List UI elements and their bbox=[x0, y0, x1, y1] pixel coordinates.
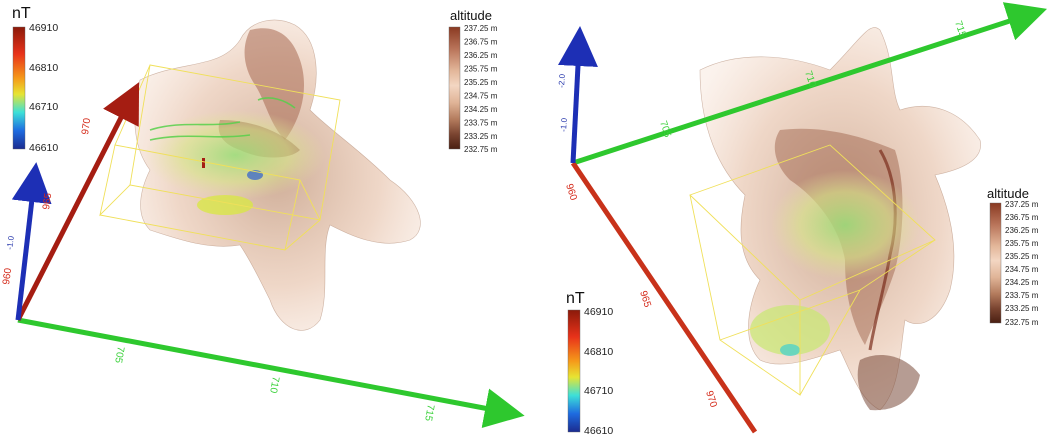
left-anomaly-lower bbox=[197, 195, 253, 215]
left-nt-tick-2: 46710 bbox=[29, 101, 58, 113]
left-alt-tick-7: 233.75 m bbox=[464, 119, 498, 128]
right-alt-tick-2: 236.25 m bbox=[1005, 226, 1039, 235]
right-alt-tick-0: 237.25 m bbox=[1005, 200, 1039, 209]
right-alt-tick-6: 234.25 m bbox=[1005, 278, 1039, 287]
left-blue-tick-1: -1.0 bbox=[5, 235, 16, 250]
right-green-tick-3: 715 bbox=[952, 20, 968, 40]
right-altitude-ticks: 237.25 m 236.75 m 236.25 m 235.75 m 235.… bbox=[1005, 200, 1039, 327]
right-blue-tick-2: -1.0 bbox=[559, 117, 569, 132]
right-nt-title: nT bbox=[566, 290, 585, 307]
left-nt-tick-0: 46910 bbox=[29, 22, 58, 34]
left-red-tick-2: 965 bbox=[41, 192, 54, 210]
left-alt-tick-6: 234.25 m bbox=[464, 105, 498, 114]
right-blue-tick-1: -2.0 bbox=[557, 73, 567, 88]
right-nt-tick-0: 46910 bbox=[584, 306, 613, 318]
right-red-tick-2: 965 bbox=[637, 290, 653, 310]
left-altitude-title: altitude bbox=[450, 8, 492, 23]
left-alt-tick-9: 232.75 m bbox=[464, 145, 498, 154]
right-nt-tick-3: 46610 bbox=[584, 425, 613, 435]
right-alt-tick-8: 233.25 m bbox=[1005, 304, 1039, 313]
right-green-tick-1: 705 bbox=[657, 120, 673, 140]
left-bounding-box bbox=[99, 64, 341, 251]
left-axis-blue bbox=[11, 162, 52, 321]
left-green-tick-3: 715 bbox=[422, 403, 436, 422]
left-green-tick-1: 705 bbox=[112, 345, 126, 364]
left-altitude-ticks: 237.25 m 236.75 m 236.25 m 235.75 m 235.… bbox=[464, 24, 498, 154]
left-nt-tick-3: 46610 bbox=[29, 142, 58, 154]
right-green-tick-2: 710 bbox=[802, 70, 818, 90]
right-red-tick-1: 960 bbox=[563, 183, 579, 203]
left-alt-tick-3: 235.75 m bbox=[464, 65, 498, 74]
right-anomaly-blue bbox=[780, 344, 800, 356]
right-altitude-colorbar bbox=[989, 202, 1002, 324]
left-ridge-dark bbox=[244, 28, 305, 141]
right-alt-tick-7: 233.75 m bbox=[1005, 291, 1039, 300]
left-marker bbox=[202, 158, 205, 168]
right-anomaly-lower bbox=[750, 305, 830, 355]
right-nt-colorbar bbox=[567, 309, 581, 433]
left-anomaly-cloud bbox=[145, 110, 325, 200]
left-alt-tick-0: 237.25 m bbox=[464, 24, 498, 33]
left-red-tick-1: 960 bbox=[1, 267, 14, 285]
right-lower-dark bbox=[857, 355, 920, 411]
left-axis-green bbox=[17, 317, 525, 428]
right-bounding-box bbox=[689, 144, 936, 396]
left-alt-tick-5: 234.75 m bbox=[464, 92, 498, 101]
left-altitude-colorbar bbox=[448, 26, 461, 150]
left-nt-colorbar bbox=[12, 26, 26, 150]
right-nt-tick-1: 46810 bbox=[584, 346, 613, 358]
left-nt-tick-1: 46810 bbox=[29, 62, 58, 74]
left-alt-tick-1: 236.75 m bbox=[464, 38, 498, 47]
left-red-tick-3: 970 bbox=[80, 117, 93, 135]
left-axis-red bbox=[15, 82, 140, 322]
left-survey-lines bbox=[149, 97, 296, 141]
left-alt-tick-4: 235.25 m bbox=[464, 78, 498, 87]
right-axis-green bbox=[572, 2, 1048, 166]
left-green-tick-2: 710 bbox=[267, 375, 281, 394]
right-altitude-title: altitude bbox=[987, 186, 1029, 201]
left-alt-tick-2: 236.25 m bbox=[464, 51, 498, 60]
right-alt-tick-9: 232.75 m bbox=[1005, 318, 1039, 327]
right-panel: 705 710 715 960 965 970 -2.0 -1.0 nT 469… bbox=[557, 2, 1048, 435]
right-alt-tick-4: 235.25 m bbox=[1005, 252, 1039, 261]
right-alt-tick-5: 234.75 m bbox=[1005, 265, 1039, 274]
right-nt-tick-2: 46710 bbox=[584, 385, 613, 397]
left-nt-title: nT bbox=[12, 5, 31, 22]
right-alt-tick-1: 236.75 m bbox=[1005, 213, 1039, 222]
right-alt-tick-3: 235.75 m bbox=[1005, 239, 1039, 248]
right-anomaly-cloud bbox=[770, 170, 920, 280]
right-axis-red bbox=[570, 161, 758, 434]
left-alt-tick-8: 233.25 m bbox=[464, 132, 498, 141]
right-red-tick-3: 970 bbox=[703, 390, 719, 410]
left-panel: 705 710 715 960 965 970 -1.0 nT 46910 46… bbox=[1, 5, 525, 428]
right-axis-blue bbox=[558, 26, 598, 164]
